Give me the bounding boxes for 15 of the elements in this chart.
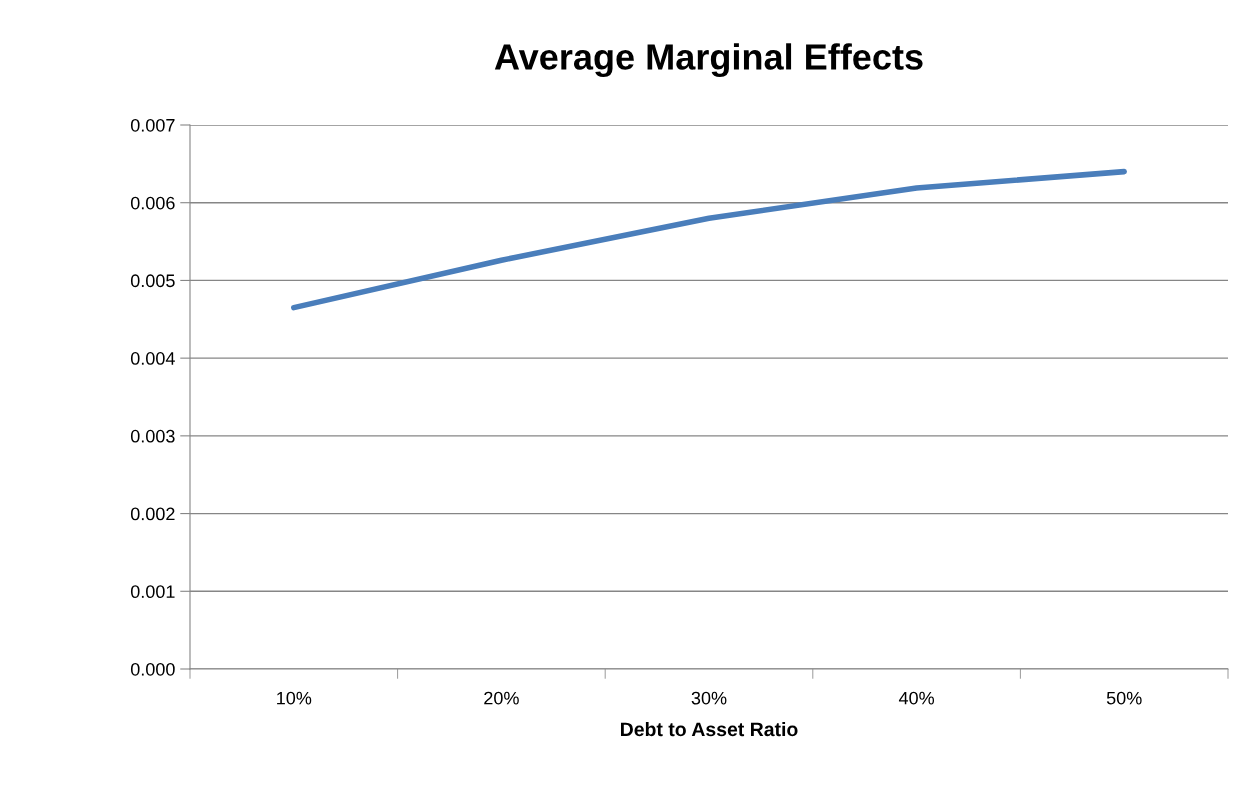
x-tick-label: 40% xyxy=(898,691,935,705)
y-tick-label: 0.007 xyxy=(130,118,175,132)
chart-title: Average Marginal Effects xyxy=(494,43,923,78)
y-tick-label: 0.000 xyxy=(130,662,175,676)
x-tick-label: 20% xyxy=(484,691,519,705)
y-tick-label: 0.006 xyxy=(130,196,175,210)
x-tick-label: 50% xyxy=(1106,691,1142,705)
y-tick-label: 0.002 xyxy=(130,507,175,521)
y-tick-label: 0.001 xyxy=(130,585,175,599)
x-tick-label: 10% xyxy=(277,691,312,705)
x-axis-title: Debt to Asset Ratio xyxy=(621,721,798,737)
x-tick-label: 30% xyxy=(691,691,727,705)
y-tick-label: 0.005 xyxy=(130,274,175,288)
y-tick-label: 0.004 xyxy=(130,352,175,365)
y-tick-label: 0.003 xyxy=(130,429,175,443)
